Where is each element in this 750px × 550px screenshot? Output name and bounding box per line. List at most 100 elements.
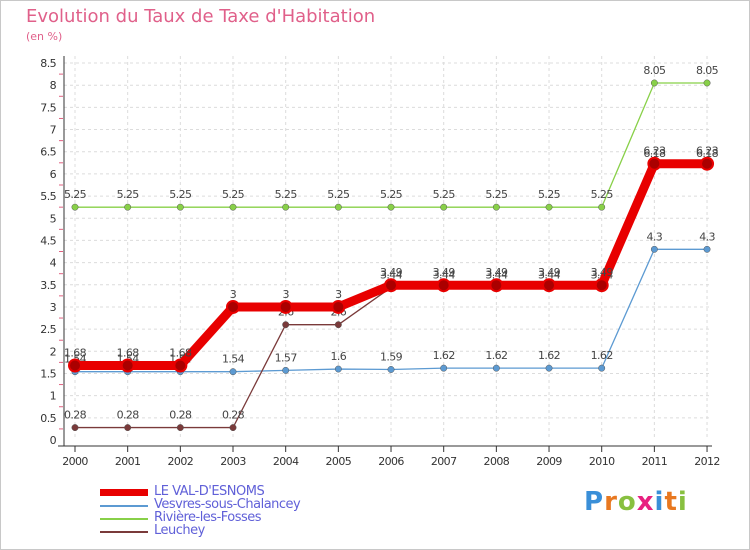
data-point-riviere-les-fosses [229, 203, 237, 211]
logo-letter: i [654, 487, 665, 517]
data-point-vesvres-sous-chalancey [492, 364, 500, 372]
y-tick-label: 6.5 [40, 146, 56, 159]
data-label-leuchey: 0.28 [169, 409, 192, 422]
data-label-vesvres-sous-chalancey: 1.54 [222, 353, 245, 366]
data-point-vesvres-sous-chalancey [440, 364, 448, 372]
data-point-vesvres-sous-chalancey [598, 364, 606, 372]
data-point-riviere-les-fosses [176, 203, 184, 211]
data-point-leuchey [229, 424, 237, 432]
data-label-le-val-d-esnoms: 3 [230, 288, 237, 301]
y-tick-label: 4.5 [40, 234, 56, 247]
y-tick-label: 2 [50, 345, 56, 358]
logo-letter: r [604, 487, 618, 517]
data-label-leuchey: 0.28 [117, 409, 140, 422]
data-label-riviere-les-fosses: 8.05 [643, 64, 666, 77]
legend-swatch-vesvres [100, 505, 148, 507]
data-point-riviere-les-fosses [282, 203, 290, 211]
logo-letter: P [584, 487, 605, 517]
data-point-le-val-d-esnoms [278, 299, 293, 314]
data-point-riviere-les-fosses [334, 203, 342, 211]
data-point-vesvres-sous-chalancey [229, 368, 237, 376]
data-point-riviere-les-fosses [650, 79, 658, 87]
x-tick-label: 2008 [484, 455, 510, 468]
data-point-leuchey [282, 321, 290, 329]
legend-label-val-desnoms: LE VAL-D'ESNOMS [154, 484, 265, 499]
legend-label-leuchey: Leuchey [154, 523, 205, 538]
data-label-vesvres-sous-chalancey: 1.6 [330, 350, 346, 363]
data-label-leuchey: 3.44 [380, 268, 403, 281]
data-label-le-val-d-esnoms: 6.23 [643, 145, 666, 158]
x-tick-label: 2004 [273, 455, 299, 468]
y-tick-label: 7.5 [40, 101, 56, 114]
legend-label-riviere: Rivière-les-Fosses [154, 510, 262, 525]
data-point-leuchey [71, 424, 79, 432]
data-point-le-val-d-esnoms [68, 358, 82, 373]
data-label-le-val-d-esnoms: 3.49 [433, 266, 456, 279]
y-tick-label: 1 [50, 390, 56, 403]
x-tick-label: 2012 [694, 455, 720, 468]
data-point-riviere-les-fosses [387, 203, 395, 211]
data-label-leuchey: 0.28 [64, 409, 87, 422]
logo-letter: i [677, 487, 688, 517]
legend-swatch-leuchey [100, 531, 148, 533]
x-tick-label: 2007 [431, 455, 457, 468]
data-label-riviere-les-fosses: 5.25 [380, 188, 403, 201]
x-tick-label: 2005 [326, 455, 352, 468]
data-point-riviere-les-fosses [492, 203, 500, 211]
proxiti-logo: Proxiti [584, 487, 688, 517]
data-label-riviere-les-fosses: 8.05 [696, 64, 719, 77]
data-point-leuchey [334, 321, 342, 329]
data-point-vesvres-sous-chalancey [650, 245, 658, 253]
data-point-le-val-d-esnoms [700, 156, 715, 171]
data-point-le-val-d-esnoms [173, 358, 188, 373]
data-label-le-val-d-esnoms: 3.49 [538, 266, 561, 279]
data-label-leuchey: 3.44 [433, 268, 456, 281]
logo-letter: x [636, 487, 655, 517]
data-label-vesvres-sous-chalancey: 1.57 [275, 351, 298, 364]
data-label-riviere-les-fosses: 5.25 [433, 188, 456, 201]
x-tick-label: 2011 [642, 455, 668, 468]
y-tick-label: 5.5 [40, 190, 56, 203]
data-point-le-val-d-esnoms [384, 278, 399, 293]
data-label-vesvres-sous-chalancey: 4.3 [647, 230, 663, 243]
data-label-le-val-d-esnoms: 1.68 [64, 346, 87, 359]
y-tick-label: 8.5 [40, 57, 56, 70]
x-tick-label: 2000 [62, 455, 88, 468]
legend-swatch-riviere [100, 518, 148, 520]
data-label-riviere-les-fosses: 5.25 [117, 188, 140, 201]
data-label-riviere-les-fosses: 5.25 [275, 188, 298, 201]
data-label-riviere-les-fosses: 5.25 [222, 188, 245, 201]
logo-letter: t [664, 487, 678, 517]
data-label-vesvres-sous-chalancey: 1.59 [380, 350, 403, 363]
data-point-riviere-les-fosses [545, 203, 553, 211]
data-label-leuchey: 6.18 [696, 147, 719, 160]
data-point-riviere-les-fosses [703, 79, 711, 87]
data-label-le-val-d-esnoms: 1.68 [169, 346, 192, 359]
x-tick-label: 2003 [220, 455, 246, 468]
x-tick-label: 2002 [168, 455, 194, 468]
data-label-vesvres-sous-chalancey: 1.62 [485, 349, 507, 362]
y-tick-label: 3.5 [40, 279, 56, 292]
y-tick-label: 3 [50, 301, 57, 314]
data-label-le-val-d-esnoms: 3 [335, 288, 342, 301]
y-tick-label: 8 [50, 79, 57, 92]
data-label-riviere-les-fosses: 5.25 [169, 188, 192, 201]
data-point-le-val-d-esnoms [594, 278, 609, 293]
y-tick-label: 7 [50, 124, 57, 137]
y-tick-label: 2.5 [40, 323, 56, 336]
data-label-le-val-d-esnoms: 3.49 [380, 266, 403, 279]
y-tick-label: 6 [50, 168, 57, 181]
data-point-le-val-d-esnoms [489, 278, 504, 293]
data-label-vesvres-sous-chalancey: 4.3 [699, 230, 715, 243]
data-label-riviere-les-fosses: 5.25 [327, 188, 350, 201]
x-tick-label: 2009 [536, 455, 562, 468]
data-point-riviere-les-fosses [71, 203, 79, 211]
data-label-vesvres-sous-chalancey: 1.62 [591, 349, 613, 362]
data-point-le-val-d-esnoms [120, 358, 135, 373]
data-point-vesvres-sous-chalancey [703, 245, 711, 253]
data-label-riviere-les-fosses: 5.25 [64, 188, 87, 201]
x-tick-label: 2010 [589, 455, 615, 468]
data-label-vesvres-sous-chalancey: 1.62 [433, 349, 455, 362]
data-label-le-val-d-esnoms: 1.68 [117, 346, 140, 359]
